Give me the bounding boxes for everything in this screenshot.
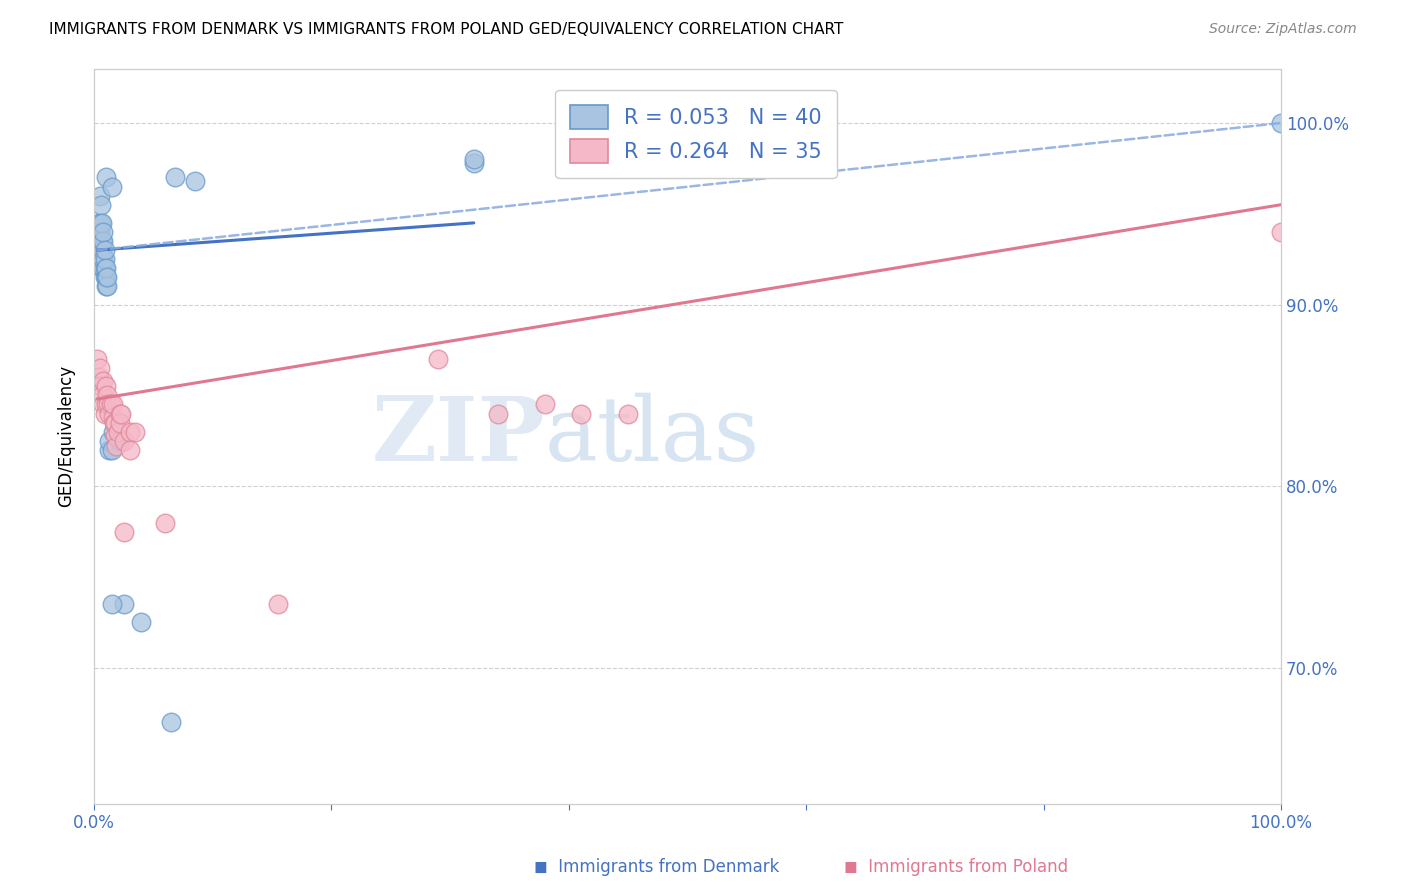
- Point: [104, 416, 127, 430]
- Point: [89, 225, 111, 239]
- Point: [87, 225, 110, 239]
- Point: [267, 597, 290, 611]
- Point: [98, 442, 121, 457]
- Point: [91, 388, 114, 402]
- Point: [463, 153, 485, 167]
- Point: [617, 407, 640, 421]
- Point: [94, 270, 117, 285]
- Point: [89, 188, 111, 202]
- Y-axis label: GED/Equivalency: GED/Equivalency: [58, 365, 75, 508]
- Point: [86, 234, 108, 248]
- Point: [463, 156, 485, 170]
- Point: [90, 379, 112, 393]
- Text: atlas: atlas: [546, 392, 761, 480]
- Point: [87, 216, 110, 230]
- Point: [486, 407, 509, 421]
- Point: [96, 388, 118, 402]
- Point: [90, 216, 112, 230]
- Point: [108, 407, 131, 421]
- Point: [97, 397, 120, 411]
- Point: [118, 425, 141, 439]
- Point: [101, 410, 124, 425]
- Point: [93, 397, 115, 411]
- Point: [160, 715, 183, 730]
- Point: [110, 407, 132, 421]
- Point: [93, 407, 115, 421]
- Point: [87, 370, 110, 384]
- Point: [100, 397, 122, 411]
- Point: [107, 425, 129, 439]
- Point: [104, 428, 127, 442]
- Point: [93, 252, 115, 267]
- Point: [569, 407, 592, 421]
- Legend: R = 0.053   N = 40, R = 0.264   N = 35: R = 0.053 N = 40, R = 0.264 N = 35: [555, 90, 837, 178]
- Point: [93, 261, 115, 276]
- Point: [105, 439, 128, 453]
- Point: [94, 379, 117, 393]
- Point: [153, 516, 176, 530]
- Point: [98, 434, 121, 448]
- Point: [91, 243, 114, 257]
- Point: [131, 615, 153, 630]
- Point: [163, 170, 186, 185]
- Point: [427, 352, 450, 367]
- Text: Source: ZipAtlas.com: Source: ZipAtlas.com: [1209, 22, 1357, 37]
- Text: ◼  Immigrants from Denmark: ◼ Immigrants from Denmark: [534, 858, 780, 876]
- Point: [100, 442, 122, 457]
- Point: [1270, 225, 1292, 239]
- Point: [96, 270, 118, 285]
- Point: [112, 434, 135, 448]
- Point: [91, 234, 114, 248]
- Point: [94, 397, 117, 411]
- Point: [101, 425, 124, 439]
- Point: [94, 170, 117, 185]
- Text: ZIP: ZIP: [371, 392, 546, 480]
- Point: [103, 416, 125, 430]
- Point: [101, 397, 124, 411]
- Point: [124, 425, 146, 439]
- Point: [86, 352, 108, 367]
- Point: [112, 524, 135, 539]
- Point: [89, 243, 111, 257]
- Point: [90, 243, 112, 257]
- Point: [93, 374, 115, 388]
- Point: [93, 234, 115, 248]
- Point: [93, 261, 115, 276]
- Point: [94, 279, 117, 293]
- Point: [90, 198, 112, 212]
- Text: ◼  Immigrants from Poland: ◼ Immigrants from Poland: [844, 858, 1067, 876]
- Point: [93, 225, 115, 239]
- Point: [112, 597, 135, 611]
- Point: [1270, 116, 1292, 130]
- Point: [93, 243, 115, 257]
- Point: [100, 597, 122, 611]
- Point: [108, 416, 131, 430]
- Text: IMMIGRANTS FROM DENMARK VS IMMIGRANTS FROM POLAND GED/EQUIVALENCY CORRELATION CH: IMMIGRANTS FROM DENMARK VS IMMIGRANTS FR…: [49, 22, 844, 37]
- Point: [98, 407, 121, 421]
- Point: [93, 252, 115, 267]
- Point: [184, 174, 207, 188]
- Point: [534, 397, 557, 411]
- Point: [89, 361, 111, 376]
- Point: [108, 434, 131, 448]
- Point: [100, 179, 122, 194]
- Point: [118, 442, 141, 457]
- Point: [94, 261, 117, 276]
- Point: [91, 216, 114, 230]
- Point: [91, 261, 114, 276]
- Point: [93, 270, 115, 285]
- Point: [96, 279, 118, 293]
